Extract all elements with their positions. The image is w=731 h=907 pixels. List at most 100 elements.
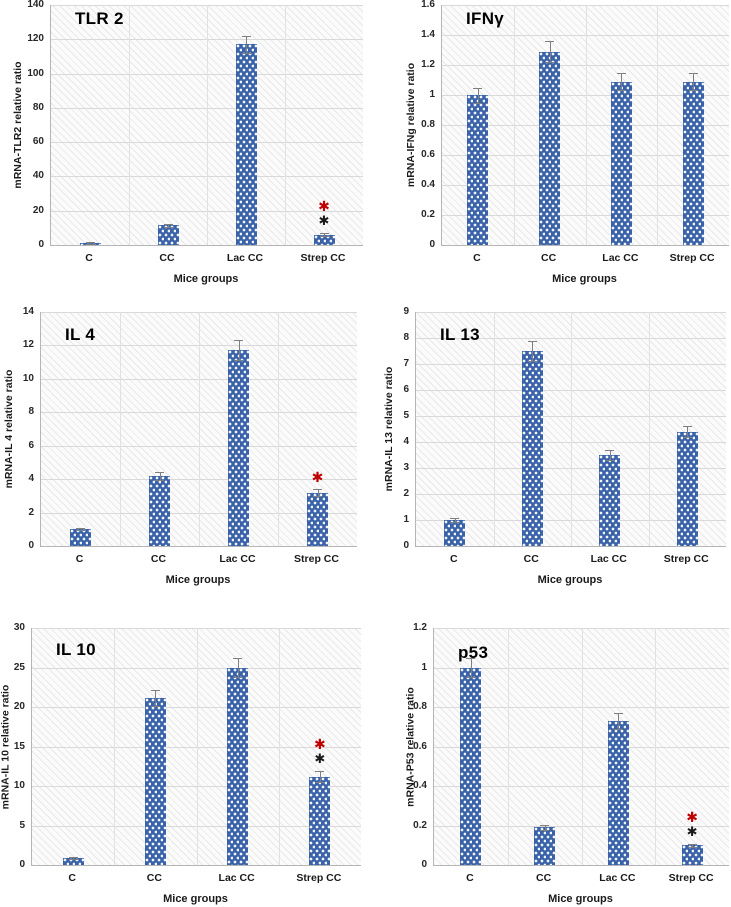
error-bar-cap: [688, 73, 698, 75]
category-separator: [513, 5, 515, 245]
chart-panel-il10: mRNA-IL 10 relative ratio ✱ ✱ IL 10 Mice …: [0, 610, 365, 907]
error-bar: [618, 712, 620, 729]
y-axis-tick-label: 120: [27, 33, 44, 45]
error-bar-cap: [233, 658, 243, 660]
error-bar-cap: [319, 233, 329, 235]
y-axis-tick-label: 1.2: [413, 622, 427, 633]
chart-title: IL 13: [440, 325, 480, 344]
x-axis-category-label: Lac CC: [602, 252, 639, 264]
y-axis-tick-label: 60: [32, 136, 44, 148]
y-axis-tick-label: 0.6: [421, 149, 435, 160]
y-axis-tick-label: 1: [421, 661, 427, 673]
error-bar-cap: [241, 53, 251, 54]
plot-area: [441, 5, 729, 246]
bar-lac-cc: [607, 720, 629, 865]
category-separator: [571, 312, 572, 546]
y-axis-tick-label: 0: [19, 859, 25, 870]
y-axis-tick-label: 0.2: [421, 209, 435, 220]
significance-red-asterisk: ✱: [686, 809, 698, 826]
bar-cc: [144, 698, 166, 865]
bar-cc: [149, 475, 170, 546]
error-bar-cap: [613, 728, 623, 730]
error-bar-cap: [473, 102, 483, 104]
error-bar-cap: [85, 244, 95, 246]
error-bar: [692, 843, 694, 847]
y-axis-tick-label: 20: [32, 204, 44, 216]
x-axis-category-label: Strep CC: [663, 553, 709, 565]
error-bar: [693, 73, 695, 90]
chart-title: p53: [458, 643, 489, 662]
significance-red-asterisk: ✱: [318, 199, 330, 216]
error-bar-cap: [163, 223, 173, 225]
y-axis-tick-label: 0: [38, 239, 44, 250]
y-axis-tick-label: 8: [28, 406, 34, 418]
error-bar-cap: [234, 340, 243, 342]
error-bar-cap: [545, 62, 555, 63]
y-axis-tick-label: 5: [19, 819, 25, 831]
y-axis-tick-label: 10: [22, 372, 34, 384]
y-axis-tick-label: 0.4: [413, 780, 427, 791]
error-bar-cap: [687, 846, 697, 848]
error-bar-cap: [68, 856, 78, 858]
error-bar: [246, 35, 247, 53]
x-axis-category-label: Lac CC: [226, 252, 264, 264]
error-bar-cap: [466, 677, 476, 679]
y-axis-tick-label: 9: [403, 306, 409, 317]
plot-area: ✱ ✱: [50, 5, 363, 246]
error-bar: [80, 528, 82, 531]
error-bar-cap: [605, 459, 615, 461]
category-separator: [585, 5, 587, 245]
category-separator: [278, 312, 279, 546]
x-axis-category-label: C: [85, 252, 93, 264]
y-axis-tick-label: 0.8: [421, 119, 435, 130]
error-bar: [317, 489, 319, 496]
y-axis-tick-label: 3: [403, 462, 409, 473]
error-bar-cap: [466, 657, 476, 659]
x-axis-category-label: Strep CC: [296, 872, 342, 884]
x-axis-category-label: C: [473, 252, 481, 264]
bar-c: [62, 857, 84, 865]
error-bar-cap: [313, 495, 322, 497]
y-axis-tick-label: 0: [429, 239, 435, 250]
error-bar-cap: [150, 706, 160, 708]
error-bar-cap: [150, 690, 160, 692]
bar-c: [444, 520, 466, 546]
error-bar-cap: [605, 450, 615, 452]
error-bar-cap: [682, 437, 692, 439]
y-axis-tick-label: 0: [28, 540, 34, 551]
error-bar: [238, 340, 240, 361]
y-axis-tick-label: 0: [403, 540, 409, 551]
bar-cc: [539, 51, 561, 245]
x-axis-category-label: Lac CC: [590, 553, 627, 565]
bar-lac-cc: [227, 667, 249, 865]
category-separator: [493, 312, 495, 546]
category-separator: [120, 312, 121, 546]
y-axis-tick-label: 20: [13, 701, 25, 712]
bar-c: [460, 667, 482, 865]
y-axis-tick-label: 8: [403, 332, 409, 343]
error-bar-cap: [616, 73, 626, 75]
error-bar-cap: [688, 89, 698, 91]
bar-strep-cc: [682, 81, 704, 245]
error-bar-cap: [682, 425, 692, 427]
error-bar: [73, 856, 75, 860]
y-axis-tick-label: 0.8: [413, 701, 427, 712]
chart-panel-p53: mRNA-P53 relative ratio ✱ ✱ p53 Mice grou…: [366, 610, 731, 907]
bar-strep-cc: [681, 845, 703, 865]
y-axis-tick-label: 14: [22, 306, 34, 317]
y-axis-tick-label: 0.4: [421, 179, 435, 190]
chart-panel-tlr2: mRNA-TLR2 relative ratio ✱ ✱ TLR 2 Mice g…: [0, 0, 365, 300]
error-bar-cap: [234, 360, 243, 362]
bar-lac-cc: [599, 455, 621, 546]
significance-red-asterisk: ✱: [314, 737, 326, 754]
bar-lac-cc: [610, 81, 632, 245]
y-axis-tick-label: 0: [421, 859, 427, 870]
error-bar-cap: [450, 518, 460, 520]
y-axis-tick-label: 1.4: [421, 29, 435, 40]
error-bar: [477, 87, 479, 103]
category-separator: [199, 312, 200, 546]
x-axis-category-label: CC: [536, 872, 552, 884]
significance-black-asterisk: ✱: [314, 752, 326, 768]
error-bar-cap: [687, 843, 697, 845]
x-axis-category-label: CC: [146, 872, 162, 884]
